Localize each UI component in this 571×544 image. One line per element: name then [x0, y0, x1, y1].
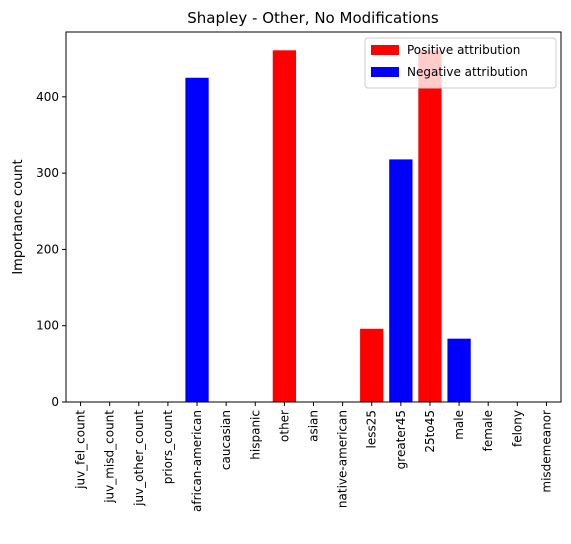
x-tick-label: native-american: [336, 410, 350, 508]
x-tick-label: asian: [307, 410, 321, 442]
bar-greater45: [389, 159, 413, 402]
x-tick-label: caucasian: [219, 410, 233, 470]
x-tick-label: 25to45: [423, 410, 437, 453]
x-tick-label: greater45: [394, 410, 408, 469]
y-tick-label: 200: [36, 242, 59, 256]
x-tick-label: african-american: [190, 410, 204, 512]
x-tick-label: juv_fel_count: [74, 410, 88, 490]
bar-male: [447, 338, 471, 402]
x-tick-label: priors_count: [161, 410, 175, 485]
x-tick-label: juv_other_count: [132, 410, 146, 507]
y-tick-label: 100: [36, 319, 59, 333]
bar-other: [272, 50, 297, 403]
legend-swatch-negative: [371, 67, 399, 77]
bar-less25: [360, 328, 384, 402]
x-tick-label: female: [481, 410, 495, 451]
plot-area: 0 100 200 300 400 juv_fel_count juv_misd_count…: [36, 31, 562, 512]
x-tick-label: male: [452, 410, 466, 440]
legend: Positive attribution Negative attribution: [364, 37, 557, 89]
x-tick-label: hispanic: [248, 410, 262, 460]
legend-label-positive: Positive attribution: [407, 43, 520, 57]
x-tick-label: other: [277, 410, 291, 442]
x-tick-label: less25: [365, 410, 379, 449]
bar-african-american: [185, 77, 209, 403]
x-tick-label: felony: [510, 410, 524, 447]
x-tick-label: misdemeanor: [539, 410, 553, 493]
legend-box: [364, 37, 557, 89]
y-tick-label: 400: [36, 90, 59, 104]
chart-title: Shapley - Other, No Modifications: [187, 9, 439, 27]
x-tick-label: juv_misd_count: [103, 410, 117, 504]
y-tick-label: 300: [36, 166, 59, 180]
legend-label-negative: Negative attribution: [407, 65, 528, 79]
legend-swatch-positive: [371, 45, 399, 55]
y-tick-label: 0: [51, 395, 59, 409]
bar-25to45: [418, 50, 442, 403]
y-axis-label: Importance count: [11, 159, 26, 274]
